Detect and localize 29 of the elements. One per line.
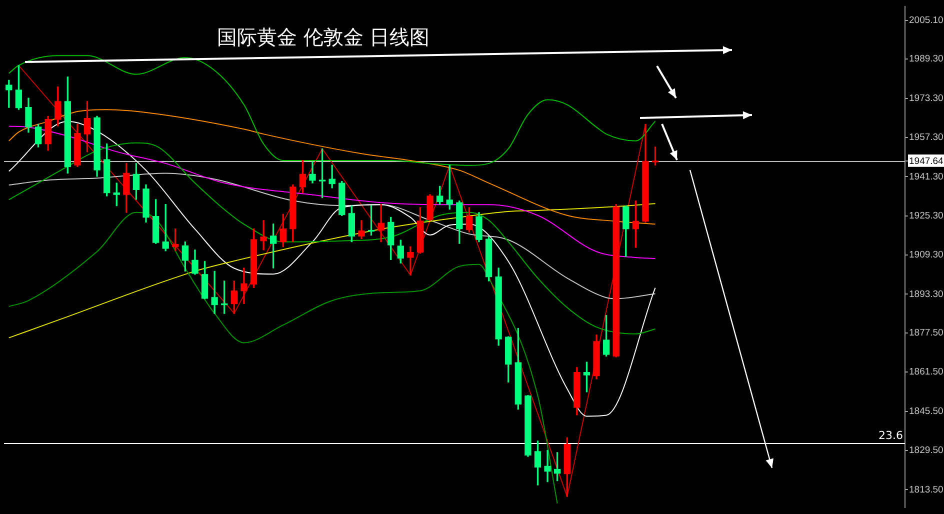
candlestick (407, 246, 414, 276)
y-tick-label: 1957.30 (909, 132, 944, 144)
y-tick-label: 1947.64 (909, 156, 944, 167)
line-series (8, 55, 656, 166)
line-series (8, 172, 656, 300)
y-tick-label: 1941.30 (909, 171, 944, 182)
y-tick-label: 2005.10 (909, 15, 944, 26)
annotation: 23.6 (878, 429, 903, 442)
candlestick (544, 450, 551, 482)
line-series (8, 109, 656, 225)
line-series (8, 203, 656, 338)
y-tick-label: 1989.30 (909, 54, 944, 65)
line-series (8, 212, 558, 504)
candlestick (260, 220, 267, 250)
y-tick-label: 1845.50 (909, 406, 944, 417)
y-tick-label: 1813.50 (909, 484, 944, 496)
y-tick-label: 1861.50 (909, 366, 944, 378)
y-tick-label: 1909.30 (909, 250, 944, 261)
text: 国际黄金 伦敦金 日线图 (217, 24, 430, 51)
line-series (8, 120, 656, 417)
y-tick-label: 1877.50 (909, 328, 944, 339)
y-tick-label: 1829.50 (909, 445, 944, 456)
y-tick-label: 1925.30 (909, 210, 944, 222)
candlestick (240, 268, 248, 304)
y-tick-label: 1973.30 (909, 92, 944, 104)
candlestick (211, 270, 218, 314)
y-tick-label: 1893.30 (909, 288, 944, 300)
candlestick (378, 204, 384, 242)
line-series (8, 142, 656, 334)
